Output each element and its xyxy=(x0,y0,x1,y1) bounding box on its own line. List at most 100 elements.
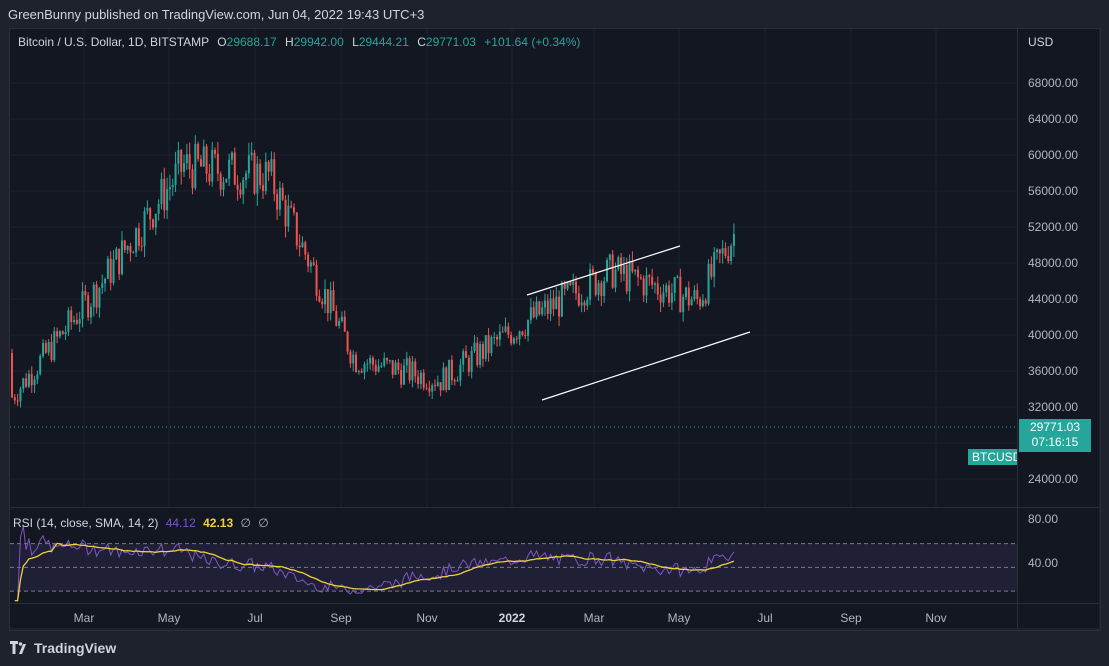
candle-body xyxy=(594,272,597,295)
candle-body xyxy=(504,326,507,332)
candle-body xyxy=(569,282,572,285)
candle-body xyxy=(462,351,465,365)
candle-body xyxy=(470,351,473,372)
close-label: C xyxy=(417,35,426,49)
candle-body xyxy=(332,290,335,311)
candle-body xyxy=(670,292,673,303)
footer-brand[interactable]: TradingView xyxy=(10,640,116,656)
candle-body xyxy=(366,363,369,365)
candle-body xyxy=(284,199,287,227)
candle-body xyxy=(166,189,169,211)
time-label: Nov xyxy=(925,611,947,625)
candle-body xyxy=(81,291,84,320)
price-label: 64000.00 xyxy=(1028,112,1079,126)
candle-body xyxy=(349,351,352,364)
candle-body xyxy=(651,276,654,285)
candle-body xyxy=(309,262,312,267)
pane-separator[interactable] xyxy=(10,507,1099,508)
candle-body xyxy=(369,357,372,364)
rsi-chart xyxy=(10,525,1017,602)
candle-body xyxy=(682,296,685,313)
candle-body xyxy=(665,285,668,293)
candle-body xyxy=(436,382,439,387)
price-label: 36000.00 xyxy=(1028,364,1079,378)
footer-brand-text: TradingView xyxy=(34,640,117,656)
candle-body xyxy=(120,240,123,275)
candle-body xyxy=(329,290,332,314)
candle-body xyxy=(357,370,360,372)
candle-body xyxy=(295,212,298,246)
candle-body xyxy=(228,159,231,179)
candle-body xyxy=(707,263,710,304)
candle-body xyxy=(493,336,496,338)
candle-body xyxy=(704,300,707,304)
candle-body xyxy=(515,338,518,340)
candle-body xyxy=(527,320,530,336)
price-label: 56000.00 xyxy=(1028,184,1079,198)
candle-body xyxy=(318,295,321,302)
candle-body xyxy=(628,260,631,292)
candle-body xyxy=(219,173,222,190)
candle-body xyxy=(442,367,445,391)
publish-caption: GreenBunny published on TradingView.com,… xyxy=(8,7,425,22)
candle-body xyxy=(222,182,225,190)
candle-body xyxy=(676,276,679,278)
time-label-year: 2022 xyxy=(498,611,526,625)
candle-body xyxy=(541,307,544,315)
candle-body xyxy=(453,380,456,382)
currency-label: USD xyxy=(1028,35,1054,49)
candle-body xyxy=(481,343,484,359)
candle-body xyxy=(459,364,462,381)
candle-body xyxy=(572,281,575,285)
candle-body xyxy=(61,331,64,335)
candle-body xyxy=(340,316,343,322)
candle-body xyxy=(380,365,383,367)
candle-body xyxy=(315,264,318,296)
symbol-title[interactable]: Bitcoin / U.S. Dollar, 1D, BITSTAMP xyxy=(18,35,209,49)
candle-body xyxy=(603,281,606,297)
rsi-scale[interactable]: 80.00 40.00 xyxy=(1018,508,1099,603)
candle-body xyxy=(620,257,623,274)
candle-body xyxy=(174,163,177,185)
time-label: May xyxy=(667,611,691,625)
candle-body xyxy=(673,277,676,293)
scale-separator xyxy=(1017,29,1018,629)
candle-body xyxy=(19,388,22,402)
candle-body xyxy=(101,283,104,288)
candle-body xyxy=(273,159,276,195)
candle-body xyxy=(30,373,33,386)
candle-body xyxy=(16,400,19,402)
high-value: 29942.00 xyxy=(293,35,344,49)
rsi-title[interactable]: RSI (14, close, SMA, 14, 2) xyxy=(13,516,159,530)
candle-body xyxy=(718,249,721,254)
candle-body xyxy=(50,342,53,361)
candle-body xyxy=(137,228,140,246)
price-pane[interactable]: Bitcoin / U.S. Dollar, 1D, BITSTAMP O296… xyxy=(10,29,1026,507)
candle-body xyxy=(397,362,400,370)
candle-body xyxy=(637,269,640,278)
candle-body xyxy=(346,331,349,352)
candle-body xyxy=(281,187,284,200)
candle-body xyxy=(39,356,42,375)
candle-body xyxy=(577,293,580,306)
candle-body xyxy=(205,146,208,174)
rsi-pane[interactable]: RSI (14, close, SMA, 14, 2) 44.12 42.13 … xyxy=(10,508,1017,603)
candle-body xyxy=(456,380,459,382)
candle-body xyxy=(132,252,135,254)
time-axis[interactable]: Mar May Jul Sep Nov 2022 Mar May Jul Sep… xyxy=(10,604,1017,628)
candle-body xyxy=(617,257,620,270)
candle-body xyxy=(47,342,50,353)
price-label: 32000.00 xyxy=(1028,400,1079,414)
candle-body xyxy=(214,149,217,154)
time-label: Sep xyxy=(330,611,352,625)
candle-body xyxy=(355,354,358,372)
rsi-extra-1: ∅ xyxy=(240,516,251,530)
candle-body xyxy=(152,219,154,228)
candle-body xyxy=(591,269,594,273)
candle-body xyxy=(639,277,642,279)
candle-body xyxy=(149,208,152,220)
candle-body xyxy=(126,245,129,250)
candle-body xyxy=(168,187,171,190)
candle-body xyxy=(642,278,645,296)
candle-body xyxy=(411,361,414,381)
